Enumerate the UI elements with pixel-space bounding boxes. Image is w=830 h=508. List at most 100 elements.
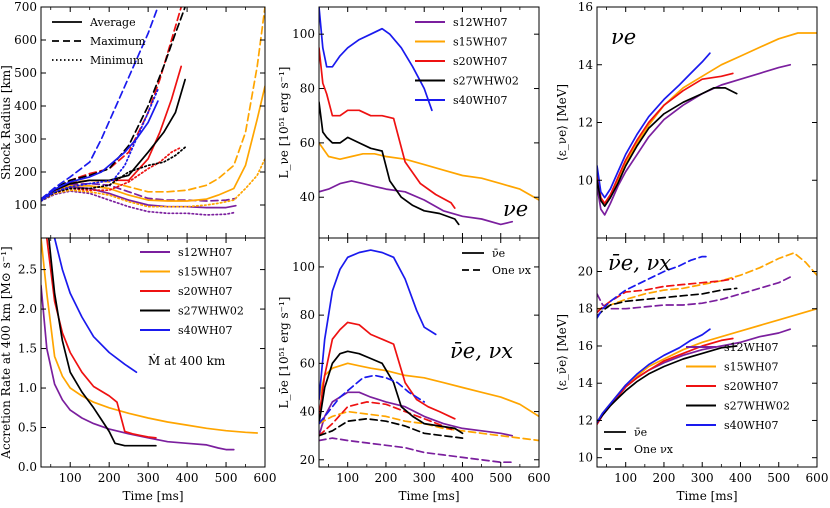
- x-tick-label: 600: [806, 471, 829, 485]
- series-group: [41, 238, 259, 451]
- y-tick-label: 100: [292, 27, 315, 41]
- y-axis-label: ⟨ε_νe⟩ [MeV]: [555, 84, 569, 161]
- y-tick-label: 100: [14, 198, 37, 212]
- panel-accretion: 100 200 300 400 500 600 0.0 0.5 1.0 1.5 2.0 2.5 Time…: [0, 237, 276, 503]
- series-group: [319, 249, 539, 464]
- y-tick-label: 300: [14, 132, 37, 146]
- legend-label: s12WH07: [724, 341, 779, 354]
- x-tick-label: 500: [767, 471, 790, 485]
- legend-label: s20WH07: [453, 55, 508, 68]
- series-line-s40WH07-solid: [41, 100, 159, 201]
- x-tick-label: 400: [729, 471, 752, 485]
- series-line-s40WH07-dashed: [41, 7, 159, 200]
- x-tick-label: 600: [528, 471, 551, 485]
- legend-label: s40WH07: [724, 419, 779, 432]
- series-line-s15WH07-solid: [597, 32, 817, 205]
- x-tick-label: 200: [375, 471, 398, 485]
- x-tick-label: 500: [215, 471, 238, 485]
- y-axis-label: Shock Radius [km]: [0, 65, 13, 180]
- legend: s12WH07 s15WH07 s20WH07 s27WHW02 s40WH07: [686, 341, 790, 432]
- legend: s12WH07 s15WH07 s20WH07 s27WHW02 s40WH07: [415, 16, 519, 107]
- y-tick-label: 12: [578, 116, 593, 130]
- style-legend: Average Maximum Minimum: [52, 16, 146, 67]
- series-line-s27WHW02-solid: [319, 101, 460, 226]
- series-line-s15WH07-dashed: [41, 7, 265, 200]
- y-tick-label: 100: [292, 260, 315, 274]
- series-line-s40WH07-solid: [319, 7, 433, 112]
- x-tick-label: 300: [413, 471, 436, 485]
- y-tick-label: 1.0: [18, 381, 37, 395]
- y-axis-label: L_νe [10⁵¹ erg s⁻¹]: [277, 67, 291, 179]
- panel-shock: 100 200 300 400 500 600 700 Shock Radius [km] Av…: [0, 0, 266, 239]
- y-tick-label: 1.5: [18, 342, 37, 356]
- series-line-s20WH07-solid: [319, 46, 456, 209]
- style-legend-label: One νx: [492, 264, 532, 277]
- series-group: [319, 7, 539, 226]
- x-tick-label: 300: [691, 471, 714, 485]
- x-tick-label: 200: [653, 471, 676, 485]
- x-tick-label: 400: [176, 471, 199, 485]
- y-tick-label: 500: [14, 66, 37, 80]
- series-line-s20WH07-solid: [597, 337, 734, 426]
- legend-label: s40WH07: [453, 94, 508, 107]
- series-line-s20WH07-dashed: [319, 401, 456, 437]
- series-line-s15WH07-dashed: [319, 410, 539, 442]
- y-tick-label: 60: [300, 356, 315, 370]
- y-tick-label: 0.5: [18, 421, 37, 435]
- series-line-s40WH07-solid: [597, 52, 711, 199]
- style-legend-label: Maximum: [90, 35, 146, 48]
- y-tick-label: 2.0: [18, 302, 37, 316]
- series-line-s27WHW02-solid: [47, 238, 157, 447]
- y-tick-label: 14: [578, 376, 594, 390]
- legend-label: s15WH07: [178, 266, 233, 279]
- y-tick-label: 20: [300, 453, 315, 467]
- y-tick-label: 20: [578, 265, 593, 279]
- y-tick-label: 600: [14, 33, 37, 47]
- series-line-s27WHW02-dashed: [597, 287, 738, 318]
- legend-label: s27WHW02: [724, 400, 790, 413]
- y-tick-label: 40: [300, 190, 315, 204]
- y-tick-label: 12: [578, 413, 593, 427]
- y-tick-label: 18: [578, 302, 593, 316]
- y-tick-label: 400: [14, 99, 37, 113]
- axes-frame: [596, 237, 818, 468]
- series-line-s20WH07-dotted: [41, 146, 183, 202]
- axes-frame: [318, 237, 540, 468]
- y-tick-label: 40: [300, 405, 315, 419]
- y-tick-label: 60: [300, 136, 315, 150]
- series-line-s15WH07-solid: [319, 362, 539, 418]
- series-line-s12WH07-solid: [41, 284, 235, 451]
- series-line-s20WH07-solid: [597, 72, 734, 205]
- series-line-s40WH07-solid: [53, 238, 138, 374]
- style-legend: ν̄e One νx: [462, 247, 532, 277]
- y-tick-label: 10: [578, 451, 593, 465]
- legend-label: s27WHW02: [453, 75, 519, 88]
- y-tick-label: 700: [14, 0, 37, 14]
- panel-annotation: νe: [503, 197, 528, 221]
- panel-lum_nue: 40 60 80 100 L_νe [10⁵¹ erg s⁻¹] s12WH07 s15WH…: [277, 6, 540, 239]
- series-line-s20WH07-dashed: [597, 278, 734, 314]
- y-tick-label: 80: [300, 308, 315, 322]
- series-line-s12WH07-dotted: [41, 190, 237, 216]
- series-group: [41, 7, 265, 216]
- x-tick-label: 300: [137, 471, 160, 485]
- legend-label: s27WHW02: [178, 305, 244, 318]
- panel-energy_nue: 10 12 14 16 ⟨ε_νe⟩ [MeV] νe: [555, 0, 818, 239]
- x-tick-label: 100: [614, 471, 637, 485]
- legend-label: s15WH07: [724, 361, 779, 374]
- x-tick-label: 500: [489, 471, 512, 485]
- series-line-s27WHW02-solid: [597, 345, 738, 424]
- series-line-s27WHW02-solid: [597, 87, 738, 208]
- style-legend-label: One νx: [634, 443, 674, 456]
- y-tick-label: 200: [14, 165, 37, 179]
- series-group: [597, 252, 817, 426]
- y-axis-label: L_ν̄e [10⁵¹ erg s⁻¹]: [277, 297, 291, 409]
- legend: s12WH07 s15WH07 s20WH07 s27WHW02 s40WH07: [140, 246, 244, 337]
- series-line-s40WH07-solid: [597, 328, 711, 424]
- panel-annotation: ν̄e, νx: [450, 339, 513, 363]
- panel-energy_nuebar: 100 200 300 400 500 600 10 12 14 16 18 20 Time [ms] ⟨…: [555, 237, 829, 503]
- panel-annotation: Ṁ at 400 km: [148, 353, 226, 368]
- y-tick-label: 16: [578, 0, 593, 14]
- legend-label: s20WH07: [724, 380, 779, 393]
